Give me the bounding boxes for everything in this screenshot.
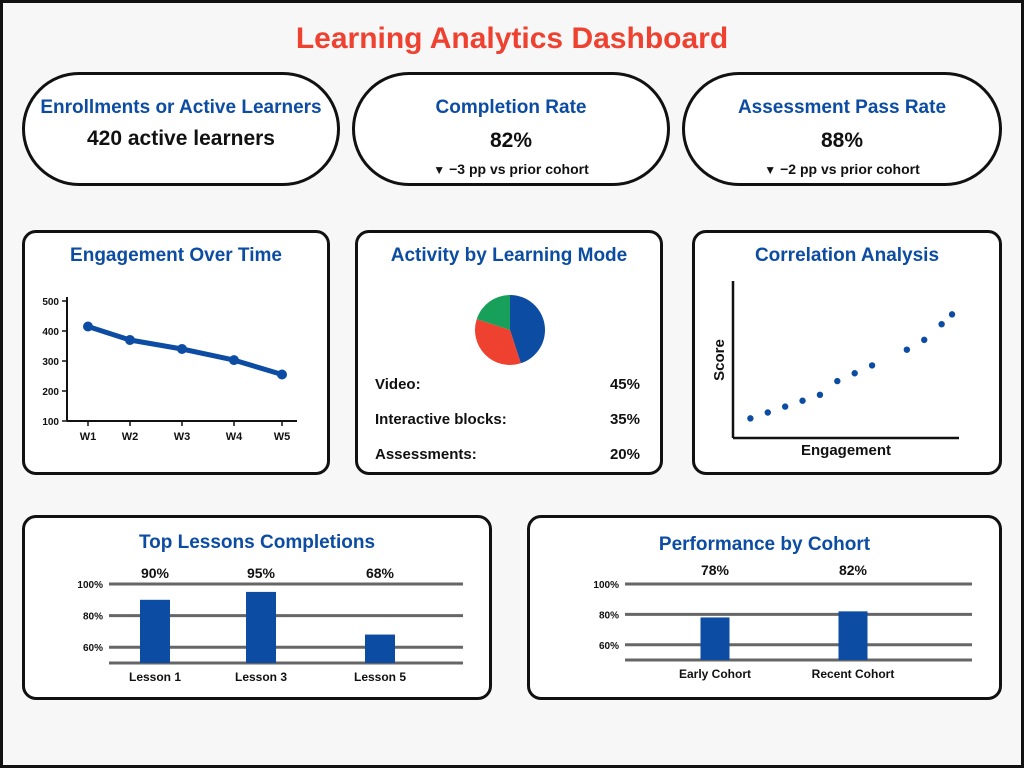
legend-label: Assessments:	[375, 446, 477, 463]
scatter-point	[921, 336, 928, 344]
y-tick-label: 80%	[83, 612, 103, 623]
y-tick-label: 100	[42, 417, 59, 428]
cohort-bar-chart: 100% 80% 60% 78% Early Cohort 82% Recent Cohor…	[593, 562, 972, 681]
y-tick-label: 400	[42, 327, 59, 338]
scatter-point	[948, 311, 956, 318]
y-tick-label: 200	[42, 387, 59, 398]
kpi-assessment-pass-rate: Assessment Pass Rate 88% ▼ −2 pp vs prior…	[682, 72, 1002, 186]
data-label: 95%	[247, 565, 276, 581]
legend-value: 20%	[609, 446, 640, 463]
y-tick-label: 300	[42, 357, 59, 368]
kpi-value: 88%	[820, 129, 864, 152]
kpi-delta: ▼ −3 pp vs prior cohort	[355, 161, 667, 177]
scatter-point	[851, 370, 858, 377]
scatter-point	[834, 377, 841, 385]
category-label: Lesson 5	[354, 670, 406, 684]
bar	[246, 591, 276, 663]
data-label: 82%	[839, 562, 868, 578]
data-point	[83, 321, 93, 332]
kpi-delta-text: −2 pp vs prior cohort	[780, 161, 920, 177]
kpi-delta-text: −3 pp vs prior cohort	[449, 161, 589, 177]
data-point	[277, 369, 287, 380]
scatter-point	[938, 320, 945, 328]
correlation-title: Correlation Analysis	[754, 245, 940, 266]
engagement-line-chart: 500 400 300 200 100 W1 W2 W3 W4 W5	[42, 297, 297, 443]
y-tick-label: 500	[42, 297, 59, 308]
scatter-point	[799, 397, 806, 404]
bar	[365, 634, 395, 663]
correlation-card: Correlation Analysis Engagement Score	[692, 230, 1002, 475]
down-triangle-icon: ▼	[433, 163, 446, 177]
scatter-point	[816, 391, 824, 399]
y-tick-label: 80%	[599, 610, 619, 621]
activity-title: Activity by Learning Mode	[390, 245, 628, 266]
y-tick-label: 60%	[83, 643, 103, 654]
category-label: Early Cohort	[679, 667, 751, 681]
cohort-card: Performance by Cohort 100% 80% 60% 78% Early…	[527, 515, 1002, 700]
kpi-value: 420 active learners	[87, 127, 275, 150]
data-point	[177, 344, 187, 354]
kpi-active-learners: Enrollments or Active Learners 420 activ…	[22, 72, 340, 186]
kpi-label: Completion Rate	[435, 97, 587, 118]
scatter-point	[781, 403, 789, 410]
data-point	[125, 335, 135, 345]
kpi-value: 82%	[489, 129, 533, 152]
legend-row-interactive: Interactive blocks: 35%	[375, 411, 640, 428]
scatter-point	[868, 362, 876, 369]
correlation-scatter-chart: Engagement Score	[711, 281, 959, 459]
y-tick-label: 100%	[77, 580, 103, 591]
y-tick-label: 100%	[593, 580, 619, 591]
pie-slice	[475, 319, 521, 365]
x-tick-label: W4	[226, 431, 243, 443]
bar	[140, 599, 170, 663]
activity-pie-chart	[475, 295, 545, 365]
legend-row-assessments: Assessments: 20%	[375, 446, 640, 463]
legend-label: Video:	[375, 376, 421, 393]
x-tick-label: W2	[122, 431, 139, 443]
y-axis-label: Score	[711, 339, 728, 381]
y-tick-label: 60%	[599, 641, 619, 652]
kpi-label: Enrollments or Active Learners	[40, 97, 322, 118]
pie-slice	[476, 295, 510, 330]
data-point	[229, 355, 239, 366]
engagement-title: Engagement Over Time	[70, 245, 282, 266]
scatter-point	[764, 409, 771, 416]
cohort-title: Performance by Cohort	[658, 534, 871, 555]
kpi-label: Assessment Pass Rate	[737, 97, 947, 118]
legend-label: Interactive blocks:	[375, 411, 507, 428]
legend-row-video: Video: 45%	[375, 376, 640, 393]
scatter-point	[747, 415, 754, 422]
bar	[700, 617, 730, 660]
legend-value: 35%	[609, 411, 640, 428]
data-label: 90%	[141, 565, 170, 581]
category-label: Lesson 1	[129, 670, 181, 684]
data-label: 78%	[701, 562, 730, 578]
scatter-point	[903, 346, 911, 353]
data-label: 68%	[366, 565, 395, 581]
category-label: Lesson 3	[235, 670, 287, 684]
x-tick-label: W5	[274, 431, 291, 443]
activity-card: Activity by Learning Mode Video: 45% Inte…	[355, 230, 663, 475]
x-axis-label: Engagement	[801, 442, 891, 459]
x-tick-label: W3	[174, 431, 191, 443]
top-lessons-title: Top Lessons Completions	[138, 532, 376, 553]
category-label: Recent Cohort	[812, 667, 895, 681]
page-title: Learning Analytics Dashboard	[295, 22, 729, 55]
x-tick-label: W1	[80, 431, 97, 443]
top-lessons-bar-chart: 100% 80% 60% 90% Lesson 1 95% Lesson 3 68% Lesso…	[77, 565, 463, 684]
top-lessons-card: Top Lessons Completions 100% 80% 60% 90% Les…	[22, 515, 492, 700]
pie-slice	[510, 295, 545, 364]
engagement-card: Engagement Over Time 500 400 300 200 100 W1 W2…	[22, 230, 330, 475]
kpi-delta: ▼ −2 pp vs prior cohort	[685, 161, 999, 177]
down-triangle-icon: ▼	[764, 163, 777, 177]
kpi-completion-rate: Completion Rate 82% ▼ −3 pp vs prior coho…	[352, 72, 670, 186]
legend-value: 45%	[609, 376, 640, 393]
bar	[838, 611, 868, 660]
